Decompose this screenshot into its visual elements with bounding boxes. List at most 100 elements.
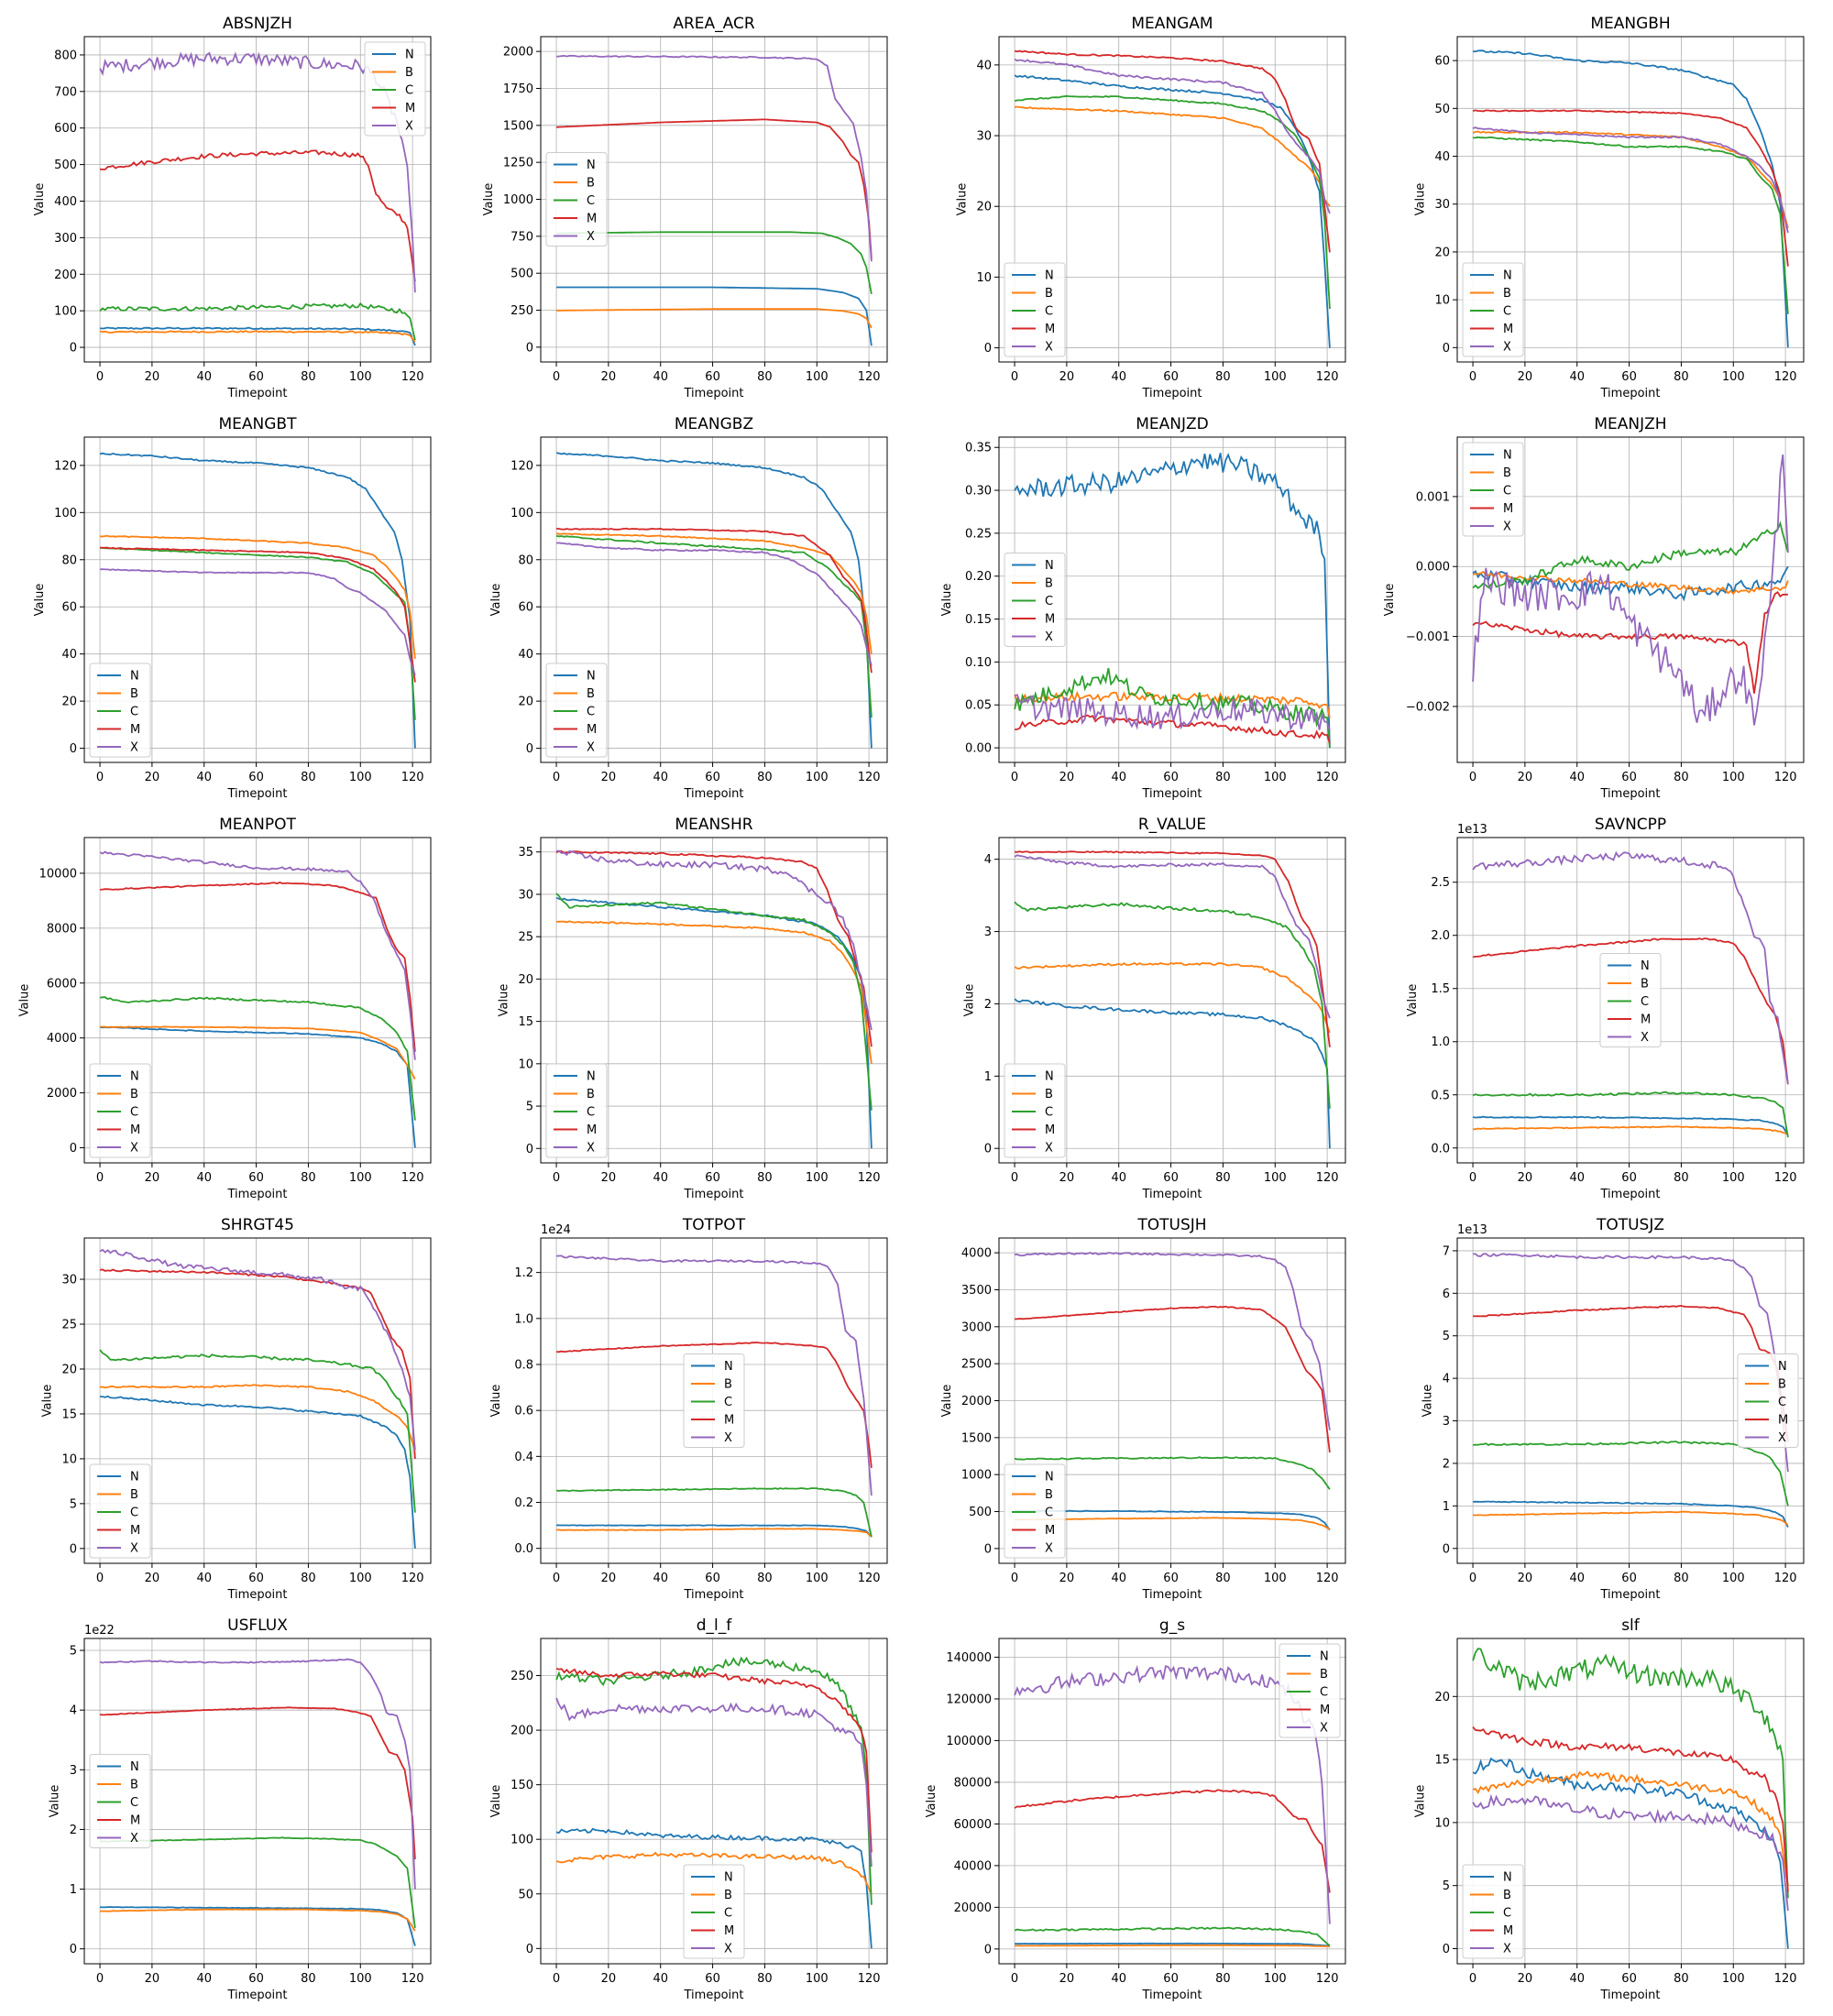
- y-tick-label: 3: [70, 1764, 77, 1778]
- y-tick-label: 0.001: [1416, 490, 1450, 504]
- series-line-C: [1472, 1648, 1789, 1899]
- y-exponent-label: 1e22: [84, 1624, 115, 1638]
- series-line-C: [99, 301, 416, 341]
- x-tick-label: 80: [757, 1572, 773, 1585]
- series-line-X: [1472, 126, 1789, 234]
- series-line-N: [99, 1025, 416, 1148]
- series-line-B: [1015, 1517, 1331, 1530]
- series-line-X: [1472, 1793, 1789, 1912]
- y-tick-label: 60: [61, 601, 77, 615]
- legend-label: X: [1045, 341, 1053, 355]
- y-tick-label: 4000: [47, 1032, 77, 1046]
- x-tick-label: 120: [858, 1171, 881, 1185]
- subplot-totpot: 0 20 40 60 80 100 120 0.0 0.2 0.4 0.6 0.8 1.0 1.2 1e24…: [489, 1216, 888, 1602]
- x-tick-label: 0: [1469, 771, 1476, 784]
- y-tick-label: 15: [518, 1015, 533, 1029]
- series-line-B: [100, 1908, 416, 1932]
- subplot-title: ABSNJZH: [223, 15, 292, 33]
- subplot-meanjzh: 0 20 40 60 80 100 120 −0.002 −0.001 0.000 0.001 MEA…: [1383, 415, 1805, 801]
- series-line-B: [1473, 1510, 1789, 1526]
- legend-label: M: [724, 1924, 734, 1938]
- y-tick-label: 5: [1443, 1330, 1450, 1343]
- legend-label: M: [130, 1814, 140, 1828]
- subplot-title: R_VALUE: [1138, 816, 1206, 834]
- series-line-C: [99, 1836, 416, 1929]
- x-tick-label: 120: [858, 1572, 881, 1585]
- y-axis-label: Value: [489, 1385, 503, 1418]
- series-line-B: [1473, 1125, 1789, 1135]
- series-line-N: [1014, 998, 1331, 1149]
- legend-label: B: [1045, 577, 1053, 591]
- legend-label: M: [1045, 1123, 1055, 1137]
- y-tick-label: 40: [518, 648, 533, 662]
- x-tick-label: 100: [349, 1572, 372, 1585]
- x-tick-label: 100: [1264, 1572, 1287, 1585]
- series-line-C: [1014, 901, 1331, 1109]
- legend-label: X: [1503, 1943, 1511, 1956]
- subplot-shrgt45: 0 20 40 60 80 100 120 0 5 10 15 20 25 30 SHRGT45 Timepo…: [40, 1216, 432, 1602]
- legend-label: X: [587, 230, 595, 244]
- series-line-C: [1473, 136, 1789, 314]
- legend-label: C: [405, 84, 413, 98]
- y-tick-label: 10: [518, 1057, 533, 1071]
- series-line-N: [99, 452, 416, 749]
- axes-frame: [1456, 837, 1805, 1164]
- legend-label: N: [130, 1070, 139, 1084]
- legend-label: B: [724, 1889, 732, 1902]
- x-tick-label: 60: [248, 771, 264, 784]
- series-line-M: [1472, 1726, 1789, 1892]
- legend-label: N: [1503, 449, 1512, 463]
- y-tick-label: 2.0: [1431, 929, 1450, 943]
- x-tick-label: 120: [1316, 1972, 1339, 1986]
- subplot-usflux: 0 20 40 60 80 100 120 0 1 2 3 4 5 1e22 USFLUX Timepoint…: [49, 1616, 432, 2002]
- x-tick-label: 40: [196, 1972, 212, 1986]
- x-axis-label: Timepoint: [227, 1588, 288, 1602]
- x-tick-label: 0: [553, 1972, 560, 1986]
- series-line-B: [1015, 1944, 1330, 1947]
- x-tick-label: 20: [1059, 370, 1075, 384]
- subplot-title: MEANJZD: [1136, 415, 1209, 433]
- y-axis-label: Value: [925, 1785, 938, 1818]
- legend-label: C: [1641, 995, 1649, 1009]
- legend-label: N: [130, 1471, 139, 1485]
- subplot-totusjz: 0 20 40 60 80 100 120 0 1 2 3 4 5 6 7 1e13 TOTUSJZ Timepo…: [1421, 1216, 1805, 1602]
- legend-label: M: [724, 1414, 734, 1428]
- x-tick-label: 80: [301, 1572, 316, 1585]
- legend-label: B: [1778, 1378, 1786, 1392]
- y-tick-label: 20: [61, 1363, 77, 1376]
- y-tick-label: 700: [54, 85, 77, 99]
- y-tick-label: 3: [984, 926, 992, 939]
- axes-frame: [998, 36, 1346, 363]
- x-axis-label: Timepoint: [684, 1588, 744, 1602]
- y-tick-label: 0: [984, 342, 992, 356]
- x-tick-label: 40: [196, 370, 212, 384]
- subplot-title: USFLUX: [227, 1616, 288, 1635]
- x-tick-label: 0: [96, 370, 104, 384]
- legend-label: B: [724, 1378, 732, 1392]
- y-tick-label: 100: [54, 305, 77, 319]
- x-tick-label: 40: [1111, 1972, 1126, 1986]
- x-tick-label: 20: [601, 1972, 617, 1986]
- y-tick-label: 60000: [954, 1818, 992, 1832]
- x-tick-label: 120: [858, 771, 881, 784]
- series-line-N: [1472, 1757, 1789, 1949]
- x-axis-label: Timepoint: [1142, 787, 1202, 801]
- x-tick-label: 80: [1674, 771, 1689, 784]
- series-line-C: [1472, 520, 1789, 589]
- series-line-M: [1014, 1789, 1331, 1893]
- subplot-title: TOTPOT: [682, 1216, 746, 1234]
- legend-label: N: [1045, 559, 1054, 573]
- y-tick-label: 80: [61, 553, 77, 567]
- y-tick-label: 20000: [954, 1901, 992, 1915]
- x-tick-label: 40: [653, 1972, 668, 1986]
- legend-label: X: [1641, 1031, 1649, 1045]
- legend-label: M: [1503, 323, 1513, 336]
- y-tick-label: 150: [510, 1779, 533, 1792]
- series-line-X: [99, 1248, 416, 1451]
- y-tick-label: 100: [510, 1834, 533, 1847]
- x-axis-label: Timepoint: [1600, 1989, 1661, 2002]
